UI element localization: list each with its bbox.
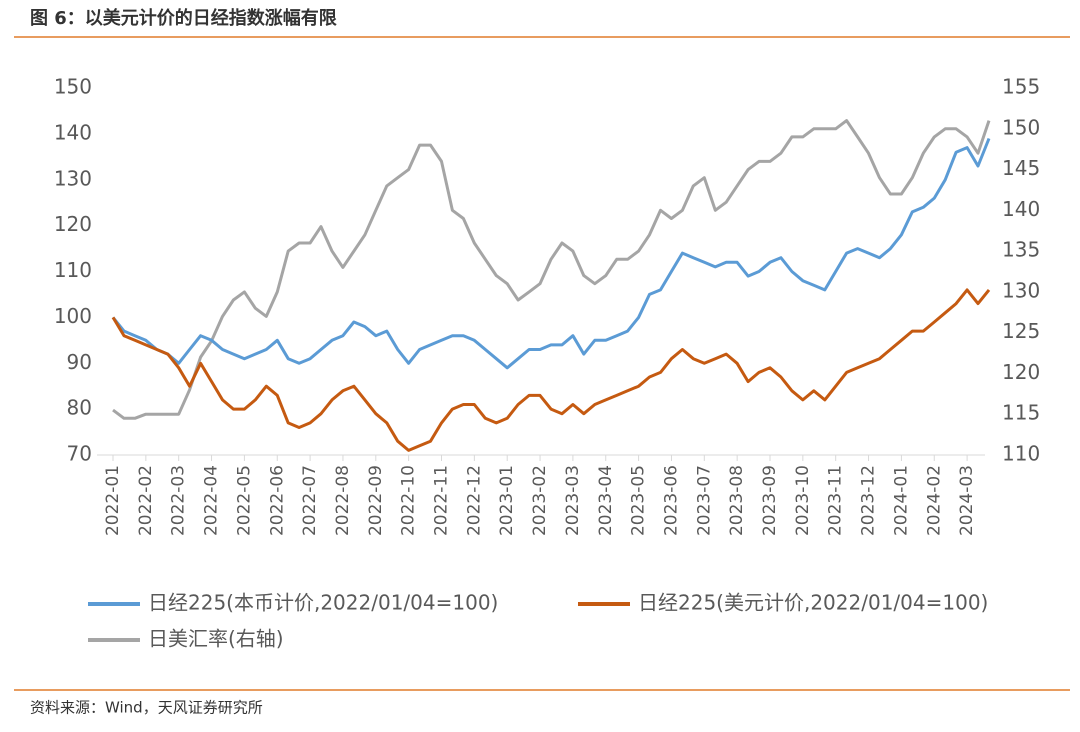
y2-tick-label: 150: [1002, 115, 1040, 139]
legend-label: 日经225(美元计价,2022/01/04=100): [638, 591, 988, 615]
x-tick-label: 2023-02: [530, 465, 550, 536]
y-tick-label: 110: [54, 258, 92, 282]
x-tick-label: 2022-01: [103, 465, 123, 536]
y2-tick-label: 120: [1002, 360, 1040, 384]
series-line: [111, 288, 991, 452]
y2-tick-label: 135: [1002, 238, 1040, 262]
series-line: [112, 119, 991, 420]
x-tick-label: 2022-03: [169, 465, 189, 536]
x-tick-label: 2023-01: [497, 465, 517, 536]
series-line: [111, 137, 991, 370]
y2-tick-label: 130: [1002, 278, 1040, 302]
y2-tick-label: 115: [1002, 401, 1040, 425]
chart-title: 图 6：以美元计价的日经指数涨幅有限: [30, 7, 338, 29]
y-tick-label: 80: [67, 396, 92, 420]
y-tick-label: 120: [54, 212, 92, 236]
x-tick-label: 2023-08: [727, 465, 747, 536]
x-tick-label: 2023-09: [760, 465, 780, 536]
legend-label: 日美汇率(右轴): [148, 627, 284, 651]
y2-tick-label: 125: [1002, 319, 1040, 343]
x-tick-label: 2022-05: [234, 465, 254, 536]
x-tick-label: 2023-06: [661, 465, 681, 536]
x-tick-label: 2024-01: [891, 465, 911, 536]
x-tick-label: 2022-02: [136, 465, 156, 536]
x-tick-label: 2023-10: [793, 465, 813, 536]
x-tick-label: 2022-12: [464, 465, 484, 536]
y-tick-label: 90: [67, 350, 92, 374]
x-tick-label: 2022-07: [300, 465, 320, 536]
x-tick-label: 2023-05: [629, 465, 649, 536]
x-tick-label: 2023-04: [596, 465, 616, 536]
x-tick-label: 2024-03: [957, 465, 977, 536]
x-tick-label: 2023-07: [694, 465, 714, 536]
source: 资料来源：Wind，天风证券研究所: [30, 699, 263, 717]
x-tick-label: 2022-04: [202, 465, 222, 536]
x-tick-label: 2024-02: [924, 465, 944, 536]
y-tick-label: 130: [54, 166, 92, 190]
x-tick-label: 2023-12: [859, 465, 879, 536]
y2-tick-label: 140: [1002, 197, 1040, 221]
x-tick-label: 2022-09: [366, 465, 386, 536]
x-tick-label: 2023-03: [563, 465, 583, 536]
y2-tick-label: 145: [1002, 156, 1040, 180]
legend-label: 日经225(本币计价,2022/01/04=100): [148, 591, 498, 615]
y-tick-label: 70: [67, 442, 92, 466]
y-tick-label: 140: [54, 120, 92, 144]
y2-tick-label: 110: [1002, 442, 1040, 466]
x-tick-label: 2022-08: [333, 465, 353, 536]
y2-tick-label: 155: [1002, 75, 1040, 99]
x-tick-label: 2022-11: [432, 465, 452, 536]
x-tick-label: 2023-11: [826, 465, 846, 536]
y-tick-label: 150: [54, 75, 92, 99]
y-tick-label: 100: [54, 304, 92, 328]
x-tick-label: 2022-06: [267, 465, 287, 536]
x-tick-label: 2022-10: [399, 465, 419, 536]
